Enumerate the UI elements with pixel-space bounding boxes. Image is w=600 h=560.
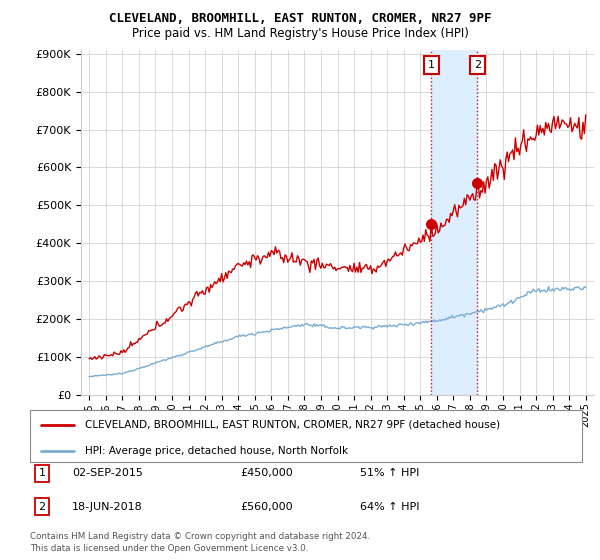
Text: 64% ↑ HPI: 64% ↑ HPI bbox=[360, 502, 419, 512]
Text: 1: 1 bbox=[38, 468, 46, 478]
Text: 2: 2 bbox=[474, 60, 481, 70]
Text: CLEVELAND, BROOMHILL, EAST RUNTON, CROMER, NR27 9PF: CLEVELAND, BROOMHILL, EAST RUNTON, CROME… bbox=[109, 12, 491, 25]
Text: 1: 1 bbox=[428, 60, 435, 70]
Text: CLEVELAND, BROOMHILL, EAST RUNTON, CROMER, NR27 9PF (detached house): CLEVELAND, BROOMHILL, EAST RUNTON, CROME… bbox=[85, 420, 500, 430]
Text: Price paid vs. HM Land Registry's House Price Index (HPI): Price paid vs. HM Land Registry's House … bbox=[131, 27, 469, 40]
Text: 02-SEP-2015: 02-SEP-2015 bbox=[72, 468, 143, 478]
Text: Contains HM Land Registry data © Crown copyright and database right 2024.
This d: Contains HM Land Registry data © Crown c… bbox=[30, 533, 370, 553]
Bar bbox=[431, 50, 478, 395]
FancyBboxPatch shape bbox=[30, 410, 582, 462]
Text: HPI: Average price, detached house, North Norfolk: HPI: Average price, detached house, Nort… bbox=[85, 446, 349, 456]
Text: £450,000: £450,000 bbox=[240, 468, 293, 478]
Text: 51% ↑ HPI: 51% ↑ HPI bbox=[360, 468, 419, 478]
Text: 18-JUN-2018: 18-JUN-2018 bbox=[72, 502, 143, 512]
Text: £560,000: £560,000 bbox=[240, 502, 293, 512]
Text: 2: 2 bbox=[38, 502, 46, 512]
